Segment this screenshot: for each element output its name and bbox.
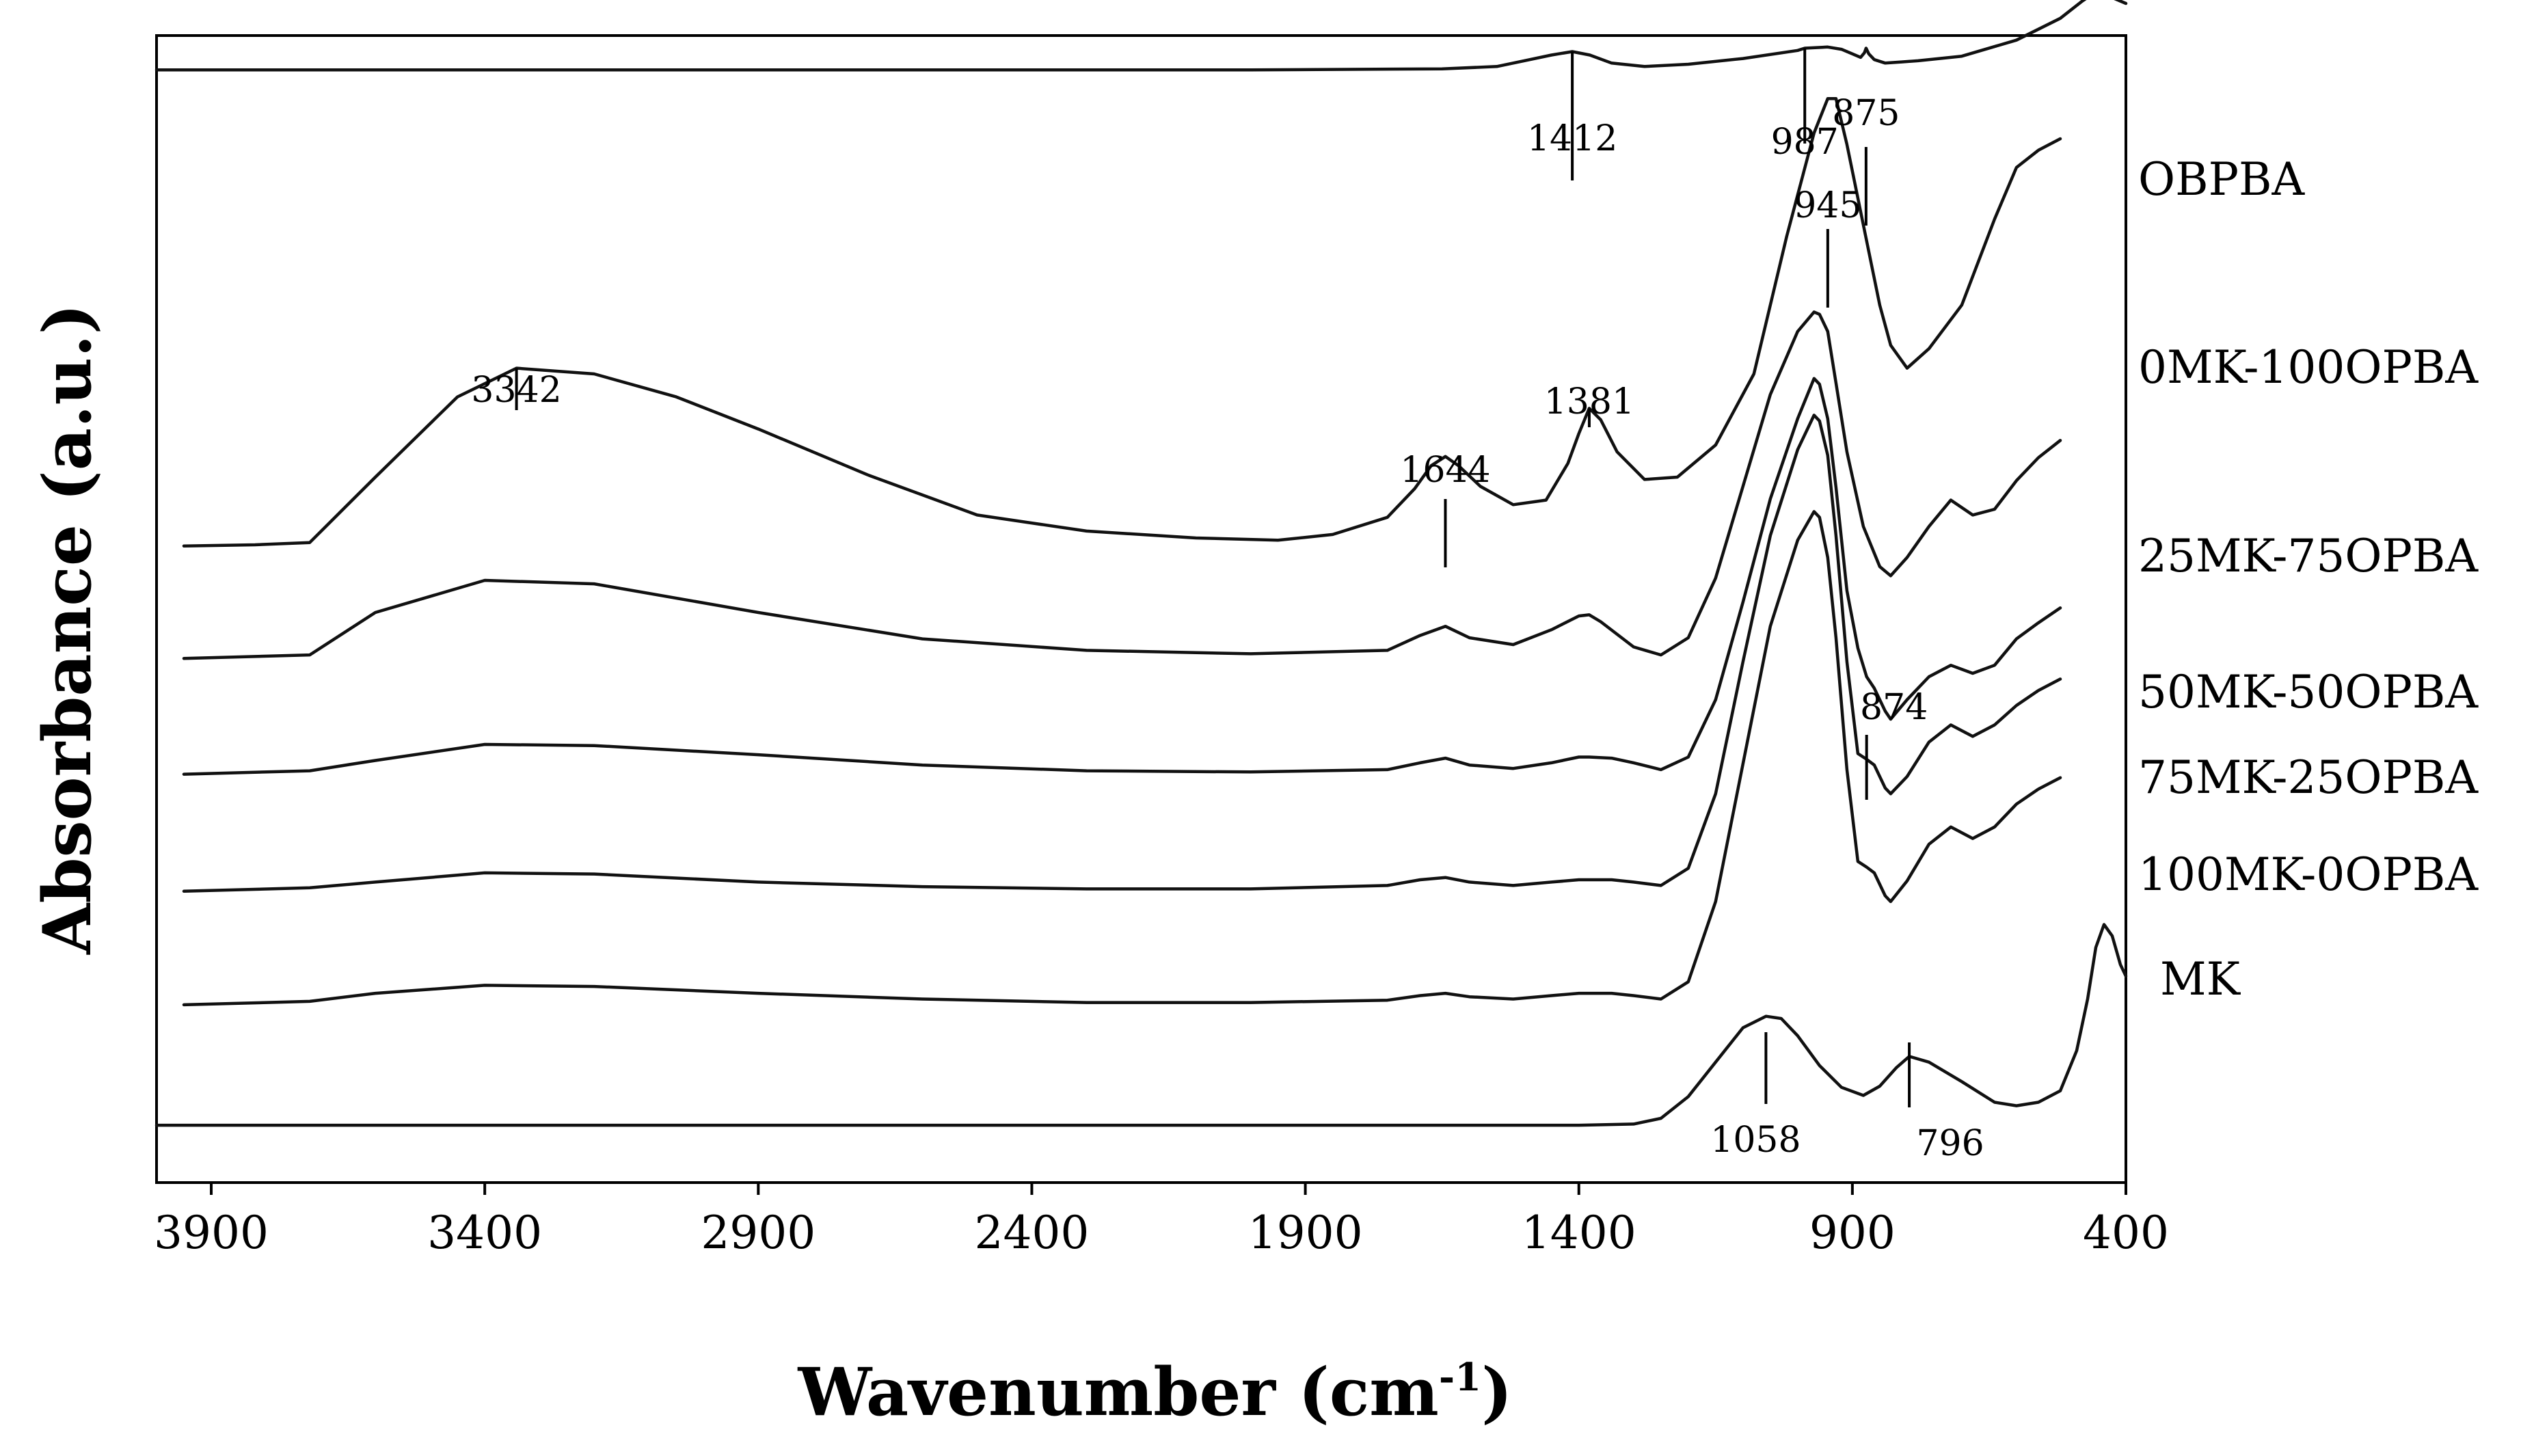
peak-label: 1058 bbox=[1710, 1120, 1801, 1161]
series-line bbox=[182, 310, 2062, 660]
series-line bbox=[182, 97, 2062, 548]
series-line bbox=[154, 923, 2128, 1127]
peak-label: 875 bbox=[1832, 93, 1900, 134]
x-axis-ticks: 3900 3400 2900 2400 1900 1400 900 400 bbox=[154, 1183, 2169, 1259]
x-axis-title-text: Wavenumber (cm bbox=[798, 1353, 1439, 1431]
peak-label: 1381 bbox=[1544, 381, 1634, 422]
x-tick-label: 3900 bbox=[154, 1206, 269, 1259]
x-tick-label: 2400 bbox=[974, 1206, 1089, 1259]
series-label: 50MK-50OPBA bbox=[2138, 666, 2479, 718]
series-label: 100MK-0OPBA bbox=[2138, 848, 2479, 901]
peak-label: 1412 bbox=[1527, 118, 1617, 159]
x-tick-label: 3400 bbox=[427, 1206, 542, 1259]
peak-label: 874 bbox=[1860, 687, 1928, 728]
x-axis-title-close: ) bbox=[1481, 1353, 1512, 1431]
plot-frame bbox=[155, 34, 2127, 1184]
series-line bbox=[182, 377, 2062, 776]
x-tick-label: 400 bbox=[2083, 1206, 2169, 1259]
x-axis-title: Wavenumber (cm-1) bbox=[798, 1353, 1513, 1431]
series-labels: OBPBA 0MK-100OPBA 25MK-75OPBA 50MK-50OPBA 75… bbox=[2138, 153, 2479, 1006]
x-tick-label: 900 bbox=[1809, 1206, 1896, 1259]
x-tick-label: 1900 bbox=[1248, 1206, 1363, 1259]
series-label: MK bbox=[2160, 953, 2241, 1006]
series-label: 0MK-100OPBA bbox=[2138, 341, 2479, 394]
series-label: 25MK-75OPBA bbox=[2138, 530, 2479, 582]
series-label: OBPBA bbox=[2138, 153, 2306, 206]
peak-label: 987 bbox=[1771, 122, 1839, 163]
x-tick-label: 1400 bbox=[1522, 1206, 1636, 1259]
series-line bbox=[154, 0, 2128, 72]
series-line bbox=[182, 510, 2062, 1007]
series-line bbox=[182, 414, 2062, 893]
x-axis-title-sup: -1 bbox=[1439, 1355, 1481, 1400]
x-tick-label: 2900 bbox=[701, 1206, 815, 1259]
peak-label: 3342 bbox=[471, 370, 561, 411]
series-label: 75MK-25OPBA bbox=[2138, 751, 2479, 804]
peak-label: 796 bbox=[1916, 1123, 1984, 1164]
y-axis-title: Absorbance (a.u.) bbox=[29, 304, 106, 955]
peak-label: 1644 bbox=[1400, 450, 1490, 491]
spectra bbox=[154, 0, 2128, 1127]
peak-label: 945 bbox=[1794, 185, 1861, 226]
